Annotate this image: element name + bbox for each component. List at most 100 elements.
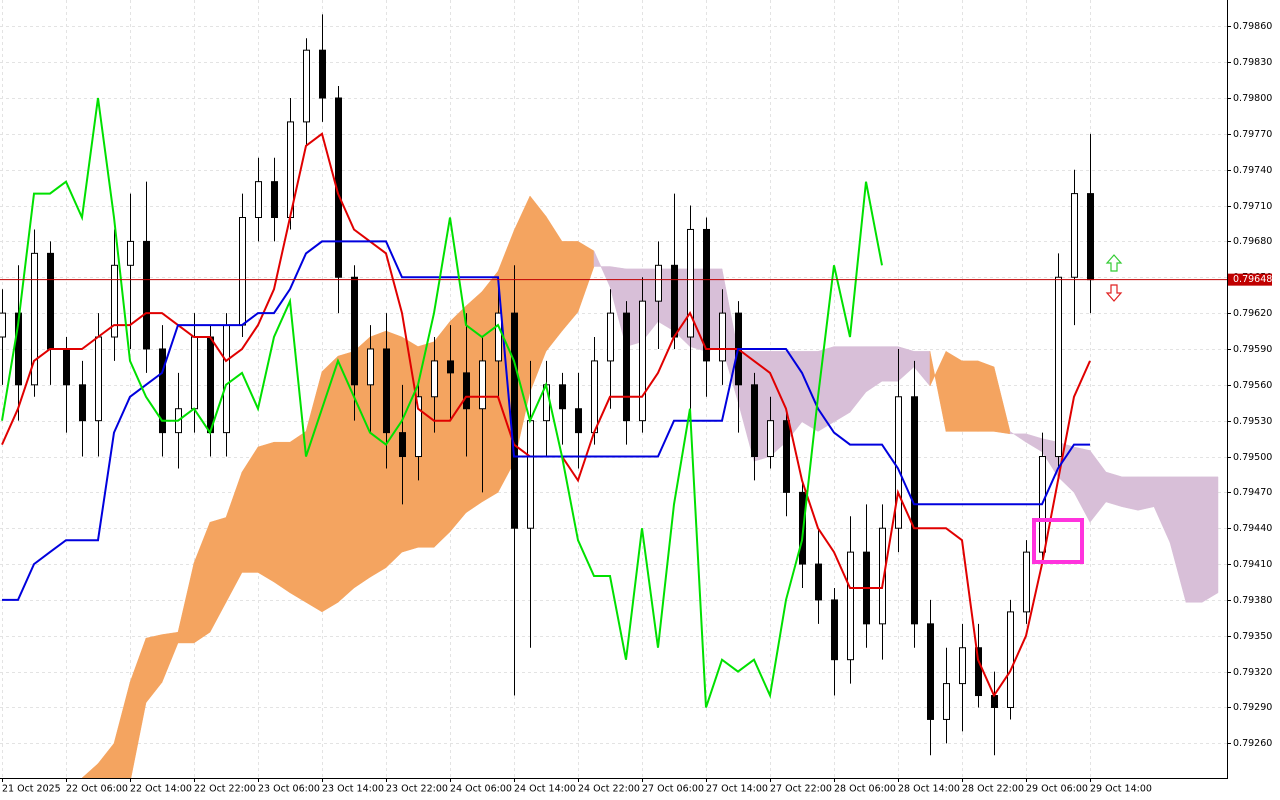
candle-body — [31, 252, 38, 386]
x-tick-label: 29 Oct 14:00 — [1090, 784, 1152, 795]
candle-body — [1023, 551, 1030, 613]
candle-body — [495, 312, 502, 362]
y-tick-label: 0.79380 — [1233, 595, 1272, 606]
candle-body — [319, 49, 326, 99]
cloud-segment — [849, 346, 867, 414]
cloud-segment — [913, 351, 931, 387]
sell-arrow — [1105, 284, 1123, 302]
current-price-label: 0.79648 — [1233, 274, 1272, 285]
highlight-box — [1032, 518, 1084, 564]
candle-body — [991, 695, 998, 708]
x-tick-label: 27 Oct 06:00 — [642, 784, 704, 795]
x-tick-label: 23 Oct 06:00 — [258, 784, 320, 795]
cloud-segment — [1009, 430, 1027, 443]
x-tick-label: 24 Oct 14:00 — [514, 784, 576, 795]
cloud-segment — [1185, 476, 1203, 603]
y-tick-label: 0.79470 — [1233, 487, 1272, 498]
candle-body — [671, 264, 678, 338]
candle-body — [591, 360, 598, 434]
buy-arrow — [1105, 254, 1123, 272]
candle-body — [479, 360, 486, 410]
x-tick-label: 23 Oct 14:00 — [322, 784, 384, 795]
y-tick-label: 0.79260 — [1233, 738, 1272, 749]
candle-body — [767, 420, 774, 458]
candle-body — [463, 372, 470, 410]
grid — [0, 0, 1227, 778]
candle-body — [687, 228, 694, 338]
x-tick-label: 22 Oct 22:00 — [194, 784, 256, 795]
cloud-segment — [129, 638, 147, 778]
cloud-segment — [1153, 476, 1171, 543]
y-tick-label: 0.79710 — [1233, 201, 1272, 212]
candle-body — [959, 647, 966, 685]
cloud-segment — [97, 742, 115, 778]
cloud-segment — [945, 350, 963, 432]
cloud-segment — [929, 351, 947, 432]
candle-body — [831, 599, 838, 661]
candle-body — [271, 181, 278, 219]
candle-body — [255, 181, 262, 219]
candle-body — [559, 384, 566, 410]
axes: 0.79260 0.79290 0.79320 0.79350 0.79380 0.794… — [2, 21, 1272, 795]
candle-body — [879, 527, 886, 625]
candle-body — [751, 384, 758, 458]
y-tick-label: 0.79320 — [1233, 667, 1272, 678]
cloud-segment — [81, 763, 99, 778]
cloud-segment — [225, 471, 243, 603]
cloud-segment — [113, 682, 131, 778]
candle-body — [95, 336, 102, 422]
cloud-segment — [529, 195, 547, 393]
candle-body — [607, 312, 614, 362]
candle-body — [431, 360, 438, 398]
cloud-segment — [209, 517, 227, 633]
candle-body — [351, 276, 358, 386]
cloud-segment — [833, 346, 851, 423]
candle-body — [207, 336, 214, 434]
candle-body — [847, 551, 854, 661]
cloud-segment — [305, 371, 323, 613]
cloud-segment — [881, 346, 899, 382]
candle-body — [303, 49, 310, 123]
cloud-segment — [1105, 471, 1123, 508]
candle-body — [1055, 276, 1062, 458]
candle-body — [159, 348, 166, 434]
y-tick-label: 0.79500 — [1233, 452, 1272, 463]
candle-body — [223, 324, 230, 434]
candle-body — [719, 312, 726, 362]
y-tick-label: 0.79590 — [1233, 344, 1272, 355]
cloud-segment — [1137, 476, 1155, 511]
candle-body — [1007, 611, 1014, 708]
candle-body — [639, 300, 646, 422]
candle-body — [63, 348, 70, 386]
candle-body — [399, 432, 406, 458]
y-tick-label: 0.79620 — [1233, 308, 1272, 319]
x-tick-label: 24 Oct 06:00 — [450, 784, 512, 795]
candle-body — [1087, 193, 1094, 281]
candle-body — [511, 312, 518, 529]
cloud-segment — [433, 320, 451, 548]
candle-body — [383, 348, 390, 434]
cloud-segment — [321, 355, 339, 613]
candle-body — [927, 623, 934, 720]
cloud-segment — [865, 346, 883, 393]
cloud-segment — [545, 215, 563, 353]
candle-body — [895, 396, 902, 529]
indicator-line — [1, 97, 883, 708]
cloud-segment — [1089, 449, 1107, 523]
candle-body — [0, 312, 6, 338]
cloud-segment — [257, 441, 275, 583]
cloud-segment — [1121, 476, 1139, 511]
candle-body — [655, 264, 662, 302]
candle-body — [111, 264, 118, 338]
cloud-segment — [273, 441, 291, 594]
x-tick-label: 22 Oct 14:00 — [130, 784, 192, 795]
candle-body — [191, 336, 198, 410]
candle-body — [815, 563, 822, 601]
cloud-segment — [177, 562, 195, 644]
x-tick-label: 27 Oct 22:00 — [770, 784, 832, 795]
candle-body — [943, 683, 950, 720]
cloud-segment — [977, 360, 995, 432]
plot-area — [0, 14, 1227, 778]
candle-body — [239, 217, 246, 326]
